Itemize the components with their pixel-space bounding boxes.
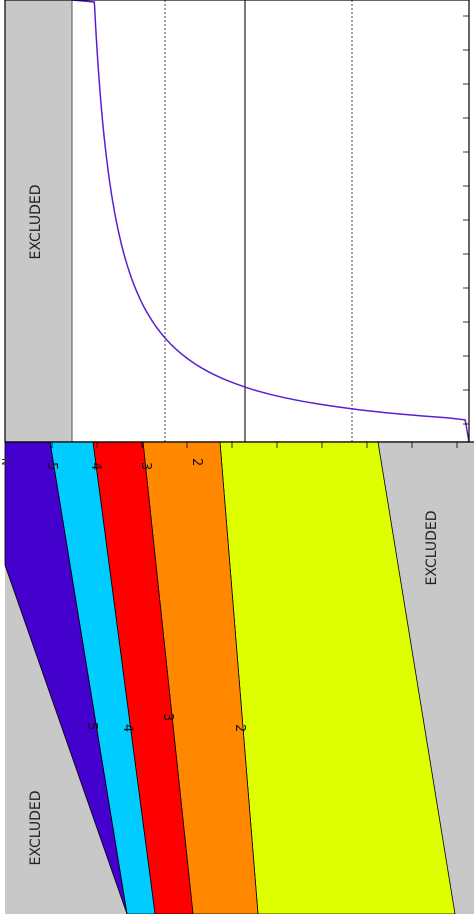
top-panel: EXCLUDED	[4, 0, 470, 443]
contour-label-2-top: 2	[189, 458, 204, 466]
contour-label-4-mid: 4	[120, 724, 135, 732]
bottom-excluded-label-right: EXCLUDED	[424, 511, 440, 586]
contour-label-5-mid: 5	[84, 722, 99, 730]
contour-label-4-top: 4	[88, 462, 103, 470]
top-panel-background	[5, 0, 469, 442]
contour-label-3-top: 3	[138, 462, 153, 470]
top-excluded-region	[5, 0, 72, 442]
contour-label-5-top: 5	[44, 462, 59, 470]
bottom-panel-ticks	[51, 442, 458, 448]
curve-series	[71, 0, 470, 443]
top-excluded-label: EXCLUDED	[28, 185, 44, 260]
bottom-panel: EXCLUDED EXCLUDED 5 4 3 2 5 4 3 2 N	[0, 441, 474, 914]
bottom-excluded-label-left: EXCLUDED	[28, 791, 44, 866]
contour-label-3-mid: 3	[160, 713, 175, 721]
contour-label-2-mid: 2	[232, 724, 247, 732]
corner-tick-label: N	[0, 458, 10, 465]
top-panel-ticks	[463, 15, 469, 425]
